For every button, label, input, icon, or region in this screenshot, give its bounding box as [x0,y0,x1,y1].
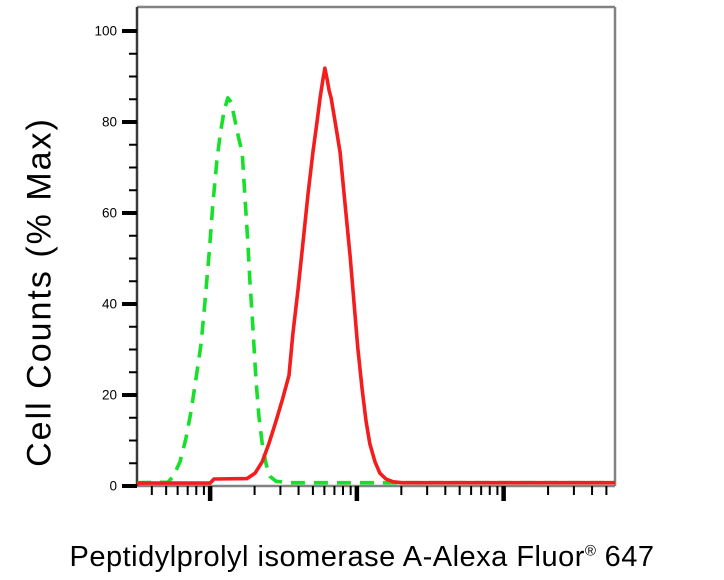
y-tick-label: 60 [102,206,117,221]
green-dashed-histogram [136,96,615,485]
x-axis-title-number: 647 [596,541,655,573]
y-tick-label: 40 [102,297,117,312]
x-axis-title: Peptidylprolyl isomerase A-Alexa Fluor® … [0,541,724,574]
y-tick-label: 100 [94,24,117,39]
red-solid-histogram [137,66,615,485]
y-tick-label: 20 [102,388,117,403]
y-tick-label: 0 [109,479,117,494]
y-tick-label: 80 [102,115,117,130]
y-axis-title: Cell Counts (% Max) [20,117,59,467]
x-axis-title-main: Peptidylprolyl isomerase A-Alexa Fluor [69,541,585,573]
registered-trademark-symbol: ® [584,542,597,560]
